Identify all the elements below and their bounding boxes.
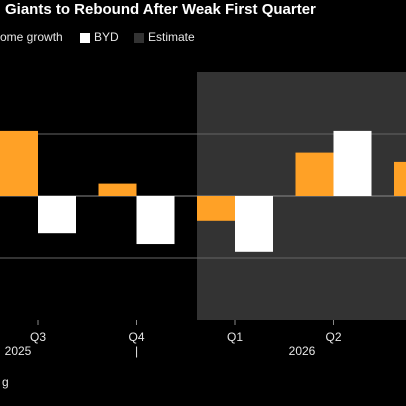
chart-title: Giants to Rebound After Weak First Quart… bbox=[5, 1, 316, 18]
bar bbox=[235, 196, 273, 252]
x-tick-label: Q2 bbox=[325, 330, 341, 344]
bar bbox=[38, 196, 76, 234]
bar bbox=[0, 130, 38, 196]
x-tick-label: Q1 bbox=[227, 330, 243, 344]
legend-swatch bbox=[80, 33, 90, 43]
legend-label: BYD bbox=[94, 30, 119, 44]
legend-label: Estimate bbox=[148, 30, 195, 44]
legend-label: ome growth bbox=[0, 30, 63, 44]
bar bbox=[295, 152, 334, 196]
group-label: 2025 bbox=[5, 344, 32, 358]
x-tick-label: Q4 bbox=[128, 330, 144, 344]
legend-swatch bbox=[134, 33, 144, 43]
bar bbox=[136, 196, 175, 245]
group-label: | bbox=[135, 344, 138, 358]
group-label: 2026 bbox=[289, 344, 316, 358]
bar bbox=[394, 161, 406, 196]
bar bbox=[333, 130, 372, 196]
bar bbox=[197, 196, 235, 221]
source: g bbox=[2, 375, 9, 389]
x-tick-label: Q3 bbox=[30, 330, 46, 344]
bar bbox=[98, 183, 137, 196]
